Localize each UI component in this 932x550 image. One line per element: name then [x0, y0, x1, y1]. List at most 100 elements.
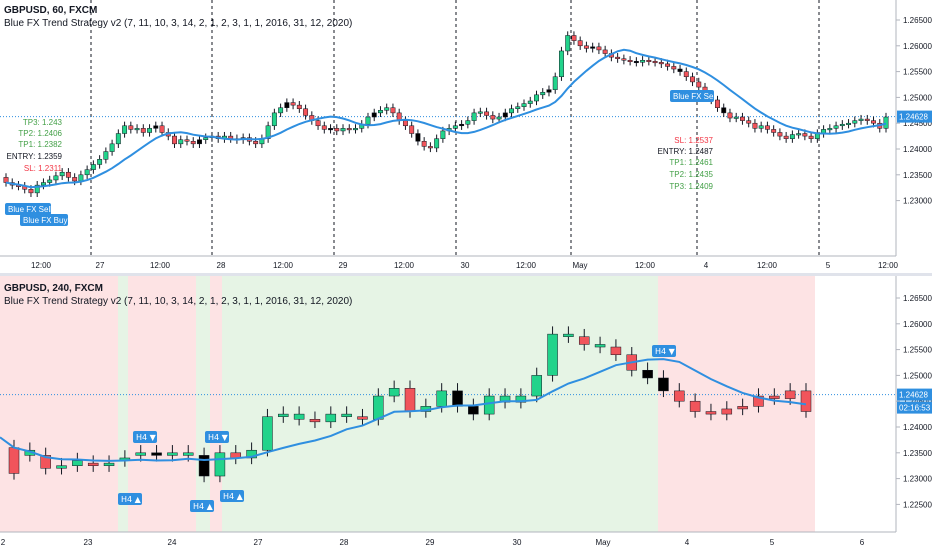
candle-body	[578, 336, 590, 345]
candle-body	[752, 122, 758, 129]
sell-level-tp2: TP2: 1.2435	[669, 170, 713, 179]
candle-body	[546, 89, 552, 93]
indicator-label[interactable]: Blue FX Trend Strategy v2 (7, 11, 10, 3,…	[4, 18, 353, 29]
symbol-label[interactable]: GBPUSD, 240, FXCM	[4, 283, 103, 294]
time-tick-label: 12:00	[150, 261, 171, 270]
legend-h1: GBPUSD, 60, FXCM Blue FX Trend Strategy …	[4, 4, 352, 30]
candle-body	[293, 413, 305, 420]
candle-body	[540, 91, 546, 96]
candle-body	[705, 411, 717, 415]
h4-signal-badge	[205, 431, 229, 443]
candle-body	[40, 455, 51, 469]
candle-body	[378, 110, 383, 114]
candle-body	[565, 35, 571, 52]
candle-body	[764, 125, 770, 130]
sell-level-sl: SL: 1.2537	[674, 136, 713, 145]
candle-body	[390, 107, 396, 114]
candle-body	[72, 177, 78, 182]
candle-body	[571, 35, 577, 41]
candle-body	[178, 139, 184, 145]
countdown-tag	[897, 401, 932, 414]
candle-body	[8, 447, 20, 474]
time-tick-label: 5	[770, 538, 775, 547]
time-tick-label: 30	[461, 261, 470, 270]
candle-body	[459, 123, 465, 127]
candle-body	[28, 188, 34, 194]
time-tick-label: 30	[513, 538, 522, 547]
candle-body	[502, 112, 508, 118]
current-price-value: 1.24628	[899, 113, 928, 122]
candle-body	[640, 59, 646, 63]
candle-body	[315, 120, 321, 127]
candle-body	[727, 112, 733, 119]
candle-body	[559, 50, 564, 78]
candle-body	[365, 116, 371, 125]
time-tick-label: 6	[860, 538, 865, 547]
candle-body	[328, 128, 333, 131]
candle-body	[182, 452, 194, 456]
candle-body	[309, 419, 321, 423]
candle-body	[404, 388, 416, 412]
candle-body	[84, 169, 90, 176]
chart-pane-h1[interactable]: 1.26500 1.26000 1.25500 1.25000 1.24500 1.240…	[0, 0, 932, 273]
candle-body	[737, 406, 748, 410]
time-tick-label: 12:00	[31, 261, 52, 270]
current-price-tag	[897, 110, 932, 123]
candle-body	[184, 139, 190, 142]
symbol-label[interactable]: GBPUSD, 60, FXCM	[4, 5, 98, 16]
candle-body	[147, 128, 152, 133]
candle-body	[547, 333, 558, 376]
price-tick-label: 1.26000	[903, 320, 932, 329]
time-tick-label: 5	[826, 261, 831, 270]
buy-level-tp2: TP2: 1.2406	[18, 129, 62, 138]
indicator-label[interactable]: Blue FX Trend Strategy v2 (7, 11, 10, 3,…	[4, 296, 353, 307]
candle-body	[3, 177, 9, 183]
time-tick-label: 12:00	[878, 261, 899, 270]
candle-body	[783, 135, 789, 139]
candle-body	[103, 462, 115, 466]
candle-body	[134, 128, 140, 131]
candle-body	[153, 125, 159, 129]
candle-body	[827, 128, 833, 131]
sell-signal-text: Blue FX Sell	[673, 92, 717, 101]
candle-body	[436, 390, 447, 407]
time-tick-label: 27	[254, 538, 263, 547]
price-tick-label: 1.24500	[903, 119, 932, 128]
candle-body	[109, 143, 115, 152]
time-tick-label: 2	[1, 538, 6, 547]
candle-body	[690, 76, 695, 83]
time-tick-label: 29	[426, 538, 435, 547]
candle-body	[615, 56, 621, 59]
candle-body	[440, 130, 446, 139]
candle-body	[527, 100, 533, 104]
price-tick-label: 1.26000	[903, 42, 932, 51]
candle-body	[758, 125, 764, 129]
sell-signal-badge	[670, 90, 714, 102]
candle-body	[40, 182, 46, 186]
candle-body	[864, 118, 870, 121]
candle-body	[427, 146, 433, 149]
candle-body	[409, 125, 415, 134]
candle-body	[483, 395, 495, 415]
candle-body	[777, 132, 783, 137]
buy-level-tp3: TP3: 1.243	[23, 118, 63, 127]
pane-separator[interactable]	[0, 273, 932, 276]
time-tick-label: 27	[96, 261, 105, 270]
candle-body	[103, 151, 109, 160]
candle-body	[388, 388, 400, 397]
chart-canvas-h4[interactable]: 1.265001.260001.255001.250001.245001.240…	[0, 276, 932, 550]
candle-body	[140, 128, 146, 133]
candle-body	[652, 61, 658, 64]
candle-body	[769, 395, 780, 399]
candle-body	[531, 375, 542, 397]
candle-body	[357, 416, 368, 420]
candle-body	[262, 416, 273, 451]
candle-body	[197, 139, 202, 145]
price-tick-label: 1.25500	[903, 68, 932, 77]
time-tick-label: 23	[84, 538, 93, 547]
candle-body	[674, 390, 685, 402]
candle-body	[552, 76, 558, 90]
chart-pane-h4[interactable]: 1.265001.260001.255001.250001.245001.240…	[0, 276, 932, 550]
chart-canvas-h1[interactable]: 1.26500 1.26000 1.25500 1.25000 1.24500 1.240…	[0, 0, 932, 273]
candle-body	[122, 125, 128, 134]
